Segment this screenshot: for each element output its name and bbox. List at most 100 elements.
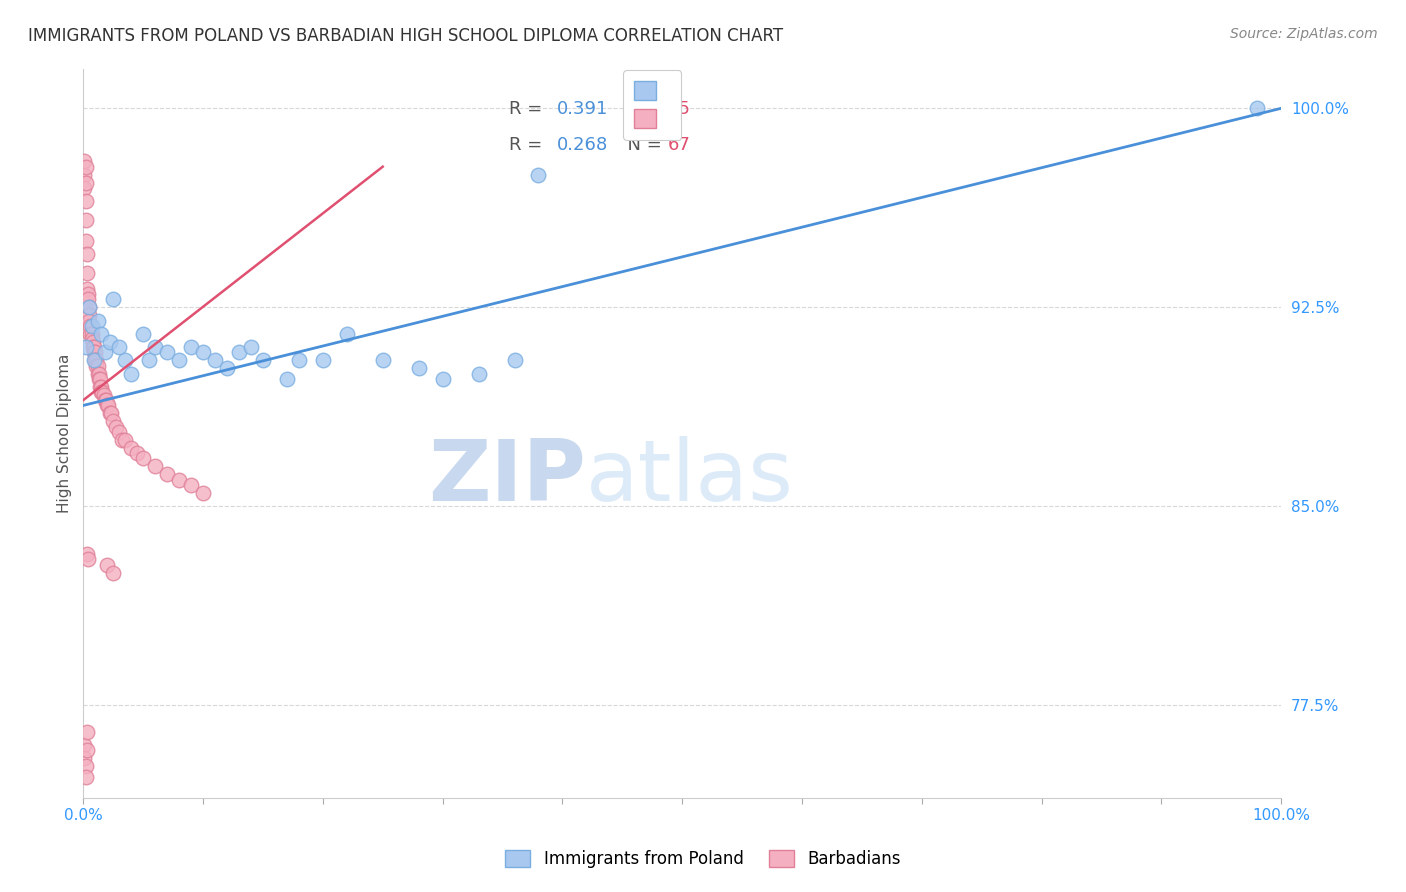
Point [75,212,97,227]
Point [76,266,98,280]
Legend: Immigrants from Poland, Barbadians: Immigrants from Poland, Barbadians [499,843,907,875]
Text: N =: N = [616,100,668,118]
Point [503,353,526,368]
Point [80,318,103,333]
Point [371,353,394,368]
Point [98,334,121,349]
Point [288,353,311,368]
Point [204,353,226,368]
Point [276,372,298,386]
Point [467,367,489,381]
Text: Source: ZipAtlas.com: Source: ZipAtlas.com [1230,27,1378,41]
Point [143,459,166,474]
Point [100,406,122,420]
Point [228,345,250,359]
Point [83,340,105,354]
Point [108,425,131,439]
Point [77,293,100,307]
Point [75,234,97,248]
Point [156,345,179,359]
Point [96,399,118,413]
Point [94,345,117,359]
Legend: , : , [623,70,681,140]
Point [93,388,115,402]
Point [83,345,105,359]
Point [86,353,108,368]
Point [80,326,103,341]
Point [75,759,97,773]
Point [167,473,190,487]
Point [76,724,98,739]
Point [120,367,142,381]
Point [86,313,108,327]
Point [73,181,96,195]
Point [76,247,98,261]
Point [73,168,96,182]
Point [79,326,101,341]
Point [156,467,179,482]
Point [77,552,100,566]
Point [84,345,107,359]
Point [103,414,125,428]
Point [527,168,550,182]
Point [312,353,335,368]
Point [75,770,97,784]
Text: R =: R = [509,136,547,154]
Point [89,380,111,394]
Point [77,300,100,314]
Point [191,486,214,500]
Point [108,340,131,354]
Point [103,566,125,580]
Point [180,340,202,354]
Point [90,380,112,394]
Point [73,738,96,752]
Point [120,441,142,455]
Text: 35: 35 [668,100,690,118]
Text: 0.391: 0.391 [557,100,607,118]
Text: 67: 67 [668,136,690,154]
Point [215,361,238,376]
Point [73,154,96,169]
Point [77,300,100,314]
Point [98,406,121,420]
Point [114,353,136,368]
Text: atlas: atlas [586,435,794,518]
Point [86,359,108,373]
Point [75,176,97,190]
Point [73,751,96,765]
Point [83,353,105,368]
Point [76,547,98,561]
Point [75,340,97,354]
Text: N =: N = [616,136,668,154]
Point [104,419,127,434]
Text: 0.268: 0.268 [557,136,607,154]
Point [96,558,118,572]
Y-axis label: High School Diploma: High School Diploma [58,353,72,513]
Point [76,282,98,296]
Point [167,353,190,368]
Point [132,326,155,341]
Point [103,293,125,307]
Point [138,353,160,368]
Point [132,451,155,466]
Point [94,393,117,408]
Point [180,478,202,492]
Point [90,326,112,341]
Point [86,359,108,373]
Point [75,194,97,209]
Point [84,353,107,368]
Point [79,318,101,333]
Point [432,372,454,386]
Point [252,353,274,368]
Point [82,340,104,354]
Point [80,332,103,346]
Point [240,340,263,354]
Point [87,367,110,381]
Point [89,372,111,386]
Point [76,743,98,757]
Point [111,433,134,447]
Text: ZIP: ZIP [429,435,586,518]
Point [87,372,110,386]
Point [91,385,114,400]
Point [143,340,166,354]
